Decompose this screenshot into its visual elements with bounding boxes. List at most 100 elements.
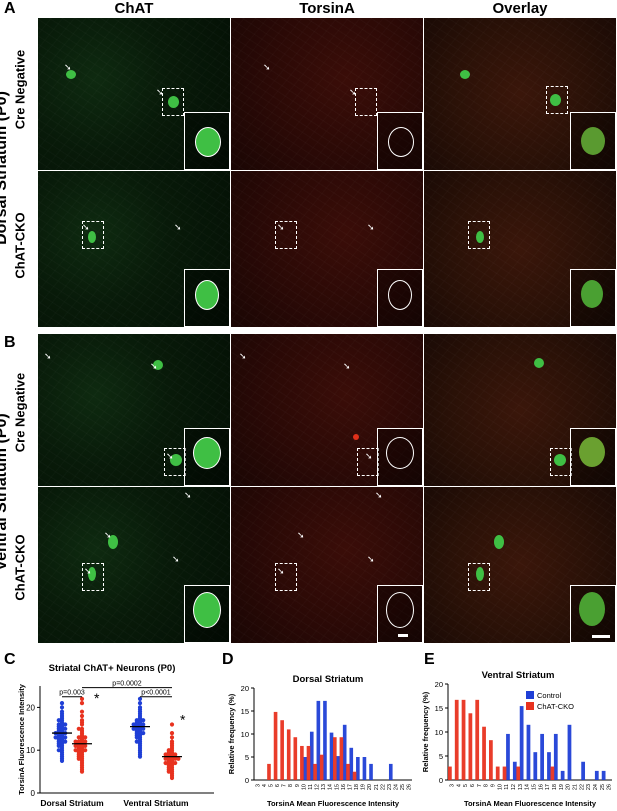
histogram-bar: [550, 766, 555, 780]
data-point: [137, 696, 143, 701]
histogram-bar: [526, 724, 531, 780]
x-tick-label: 17: [545, 784, 551, 790]
zoom-inset: [184, 428, 230, 486]
roi-box: [468, 221, 490, 249]
histogram-bar: [349, 747, 354, 780]
chart-d-title: Dorsal Striatum: [293, 674, 364, 685]
data-point: [141, 718, 146, 723]
x-tick-label: 4: [456, 784, 462, 787]
arrow-icon: ➘: [184, 490, 192, 500]
chart-e-histogram: Ventral Striatum 0 5 10 15 20 Relative freque…: [421, 670, 613, 808]
histogram-bar: [293, 737, 298, 780]
histogram-bar: [553, 733, 558, 780]
data-point: [63, 739, 68, 744]
x-axis-label: TorsinA Mean Fluorescence Intensity: [267, 799, 400, 808]
y-tick-label: 15: [241, 707, 249, 716]
histogram-bar: [362, 757, 367, 780]
data-point: [63, 726, 68, 731]
x-tick-label: 6: [275, 784, 281, 787]
histogram-bar: [313, 763, 317, 780]
data-point: [63, 735, 68, 740]
x-tick-label: 18: [552, 784, 558, 790]
x-tick-label: 8: [288, 784, 294, 787]
panel-letter-d: D: [222, 651, 234, 668]
x-tick-label: 16: [538, 784, 544, 790]
row-label-cko-ventral: ChAT-CKO: [12, 534, 28, 601]
zoom-inset: [184, 269, 230, 327]
x-tick-label: 20: [367, 784, 373, 790]
arrow-icon: ➘: [367, 222, 375, 232]
legend-label: Control: [537, 691, 562, 700]
data-point: [83, 735, 88, 740]
histogram-bar: [516, 766, 521, 780]
legend-swatch: [526, 691, 534, 699]
data-point: [166, 769, 171, 774]
histogram-bar: [300, 745, 304, 780]
arrow-icon: ➘: [343, 361, 351, 371]
roi-box: [468, 563, 490, 591]
panel-letter-a: A: [4, 0, 16, 17]
x-tick-label: 15: [531, 784, 537, 790]
data-point: [134, 735, 139, 740]
zoom-inset: [184, 585, 230, 643]
y-tick-label: 20: [26, 703, 35, 712]
data-point: [163, 752, 168, 757]
data-point: [53, 735, 58, 740]
x-tick-label: 19: [559, 784, 565, 790]
y-axis-label: TorsinA Fluorescence Intensity: [17, 683, 26, 795]
histogram-bar: [567, 724, 572, 780]
arrow-icon: ➘: [365, 451, 373, 461]
x-tick-label: 12: [315, 784, 321, 790]
arrow-icon: ➘: [297, 530, 305, 540]
scale-bar: [592, 635, 610, 638]
row-label-cko-dorsal: ChAT-CKO: [12, 212, 28, 279]
data-point: [176, 756, 181, 761]
x-tick-label: 11: [504, 784, 510, 790]
histogram-bar: [468, 713, 473, 780]
zoom-inset: [377, 269, 423, 327]
micrograph-overlay-ventral-cre: [424, 334, 616, 486]
micrograph-torsina-dorsal-cre: ➘ ➘: [231, 18, 423, 170]
chart-c-title: Striatal ChAT+ Neurons (P0): [49, 663, 176, 674]
x-tick-label: 22: [579, 784, 585, 790]
data-point: [163, 760, 168, 766]
micrograph-torsina-ventral-cko: ➘ ➘ ➘ ➘: [231, 487, 423, 643]
arrow-icon: ➘: [64, 62, 72, 72]
x-tick-label: 9: [295, 784, 301, 787]
histogram-bar: [601, 770, 606, 780]
histogram-bar: [495, 766, 500, 780]
x-tick-label: 23: [387, 784, 393, 790]
x-tick-label: 3: [255, 784, 261, 787]
y-tick-label: 5: [439, 752, 443, 761]
data-point: [169, 775, 175, 781]
x-tick-label: 11: [308, 784, 314, 790]
chart-e-title: Ventral Striatum: [482, 670, 555, 681]
roi-box: [355, 88, 377, 116]
arrow-icon: ➘: [150, 361, 158, 371]
significance-star: *: [94, 690, 100, 706]
y-tick-label: 10: [435, 728, 443, 737]
roi-box: [357, 448, 379, 476]
micrograph-chat-dorsal-cko: ➘ ➘: [38, 171, 230, 327]
data-point: [59, 705, 65, 710]
data-point: [79, 709, 85, 714]
panel-letter-e: E: [424, 651, 435, 668]
histogram-bar: [342, 724, 347, 780]
histogram-bar: [461, 699, 466, 780]
x-tick-label: 14: [328, 784, 334, 790]
roi-box: [275, 221, 297, 249]
data-point: [131, 722, 136, 727]
x-tick-label: 26: [607, 784, 613, 790]
arrow-icon: ➘: [84, 566, 92, 576]
histogram-bar: [323, 700, 327, 780]
data-point: [73, 743, 78, 749]
zoom-inset: [377, 112, 423, 170]
roi-box: [550, 448, 572, 476]
roi-box: [275, 563, 297, 591]
x-category-label: Ventral Striatum: [123, 798, 189, 808]
arrow-icon: ➘: [277, 566, 285, 576]
roi-box: [546, 86, 568, 114]
x-axis-label: TorsinA Mean Fluorescence Intensity: [464, 799, 597, 808]
data-point: [137, 701, 143, 706]
histogram-bar: [286, 729, 291, 780]
